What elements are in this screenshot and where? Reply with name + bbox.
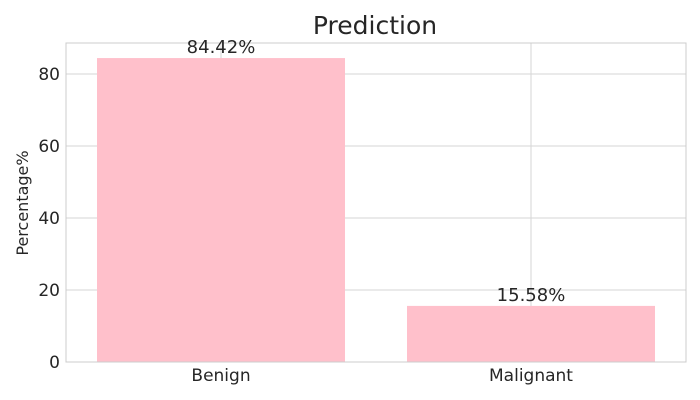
y-tick-label: 60 xyxy=(38,137,60,157)
x-tick-labels: Benign Malignant xyxy=(191,366,573,386)
bar-value-label: 15.58% xyxy=(497,285,566,306)
y-tick-label: 40 xyxy=(38,209,60,229)
x-tick-label: Benign xyxy=(191,366,250,386)
y-axis-label: Percentage% xyxy=(13,150,32,255)
bar-value-label: 84.42% xyxy=(187,37,256,58)
chart-title: Prediction xyxy=(313,11,437,40)
y-tick-labels: 0 20 40 60 80 xyxy=(38,65,60,373)
y-tick-label: 80 xyxy=(38,65,60,85)
bar-malignant xyxy=(407,305,655,362)
x-tick-label: Malignant xyxy=(489,366,573,386)
y-tick-label: 0 xyxy=(49,353,60,373)
plot-frame xyxy=(65,42,687,363)
bar-benign xyxy=(97,58,345,362)
y-tick-label: 20 xyxy=(38,281,60,301)
bars xyxy=(97,58,655,362)
data-labels: 84.42% 15.58% xyxy=(187,37,566,306)
